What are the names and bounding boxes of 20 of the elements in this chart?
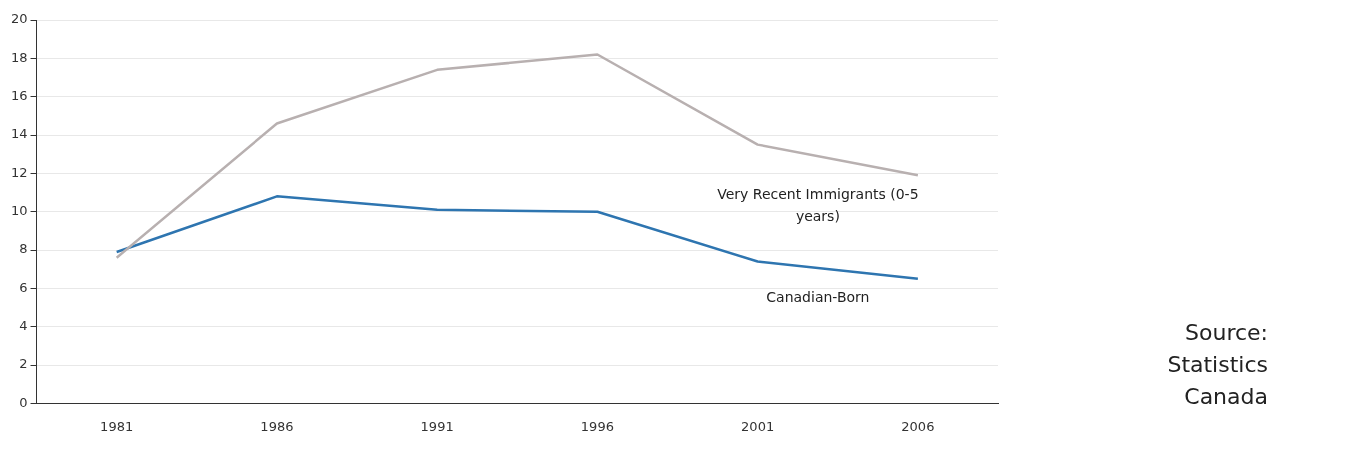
x-tick-label: 1981 (100, 418, 134, 434)
x-tick-label: 2006 (901, 418, 935, 434)
y-tick-label: 6 (19, 279, 28, 295)
x-tick-label: 1996 (580, 418, 614, 434)
source-note: Source: Statistics Canada (1166, 319, 1268, 411)
y-tick-label: 18 (11, 49, 28, 65)
y-tick-label: 2 (19, 356, 28, 372)
x-tick-label: 2001 (741, 418, 775, 434)
series-label: Canadian-Born (766, 289, 870, 306)
y-tick-label: 4 (19, 318, 28, 334)
y-tick-label: 10 (11, 203, 28, 219)
y-tick-label: 20 (11, 11, 28, 27)
y-tick-label: 14 (11, 126, 28, 142)
x-tick-label: 1991 (420, 418, 454, 434)
y-tick-label: 12 (11, 164, 28, 180)
y-tick-label: 0 (19, 394, 28, 410)
x-tick-label: 1986 (260, 418, 294, 434)
y-tick-label: 8 (19, 241, 28, 257)
series-label: Very Recent Immigrants (0-5 years) (717, 185, 919, 224)
y-tick-label: 16 (11, 88, 28, 104)
